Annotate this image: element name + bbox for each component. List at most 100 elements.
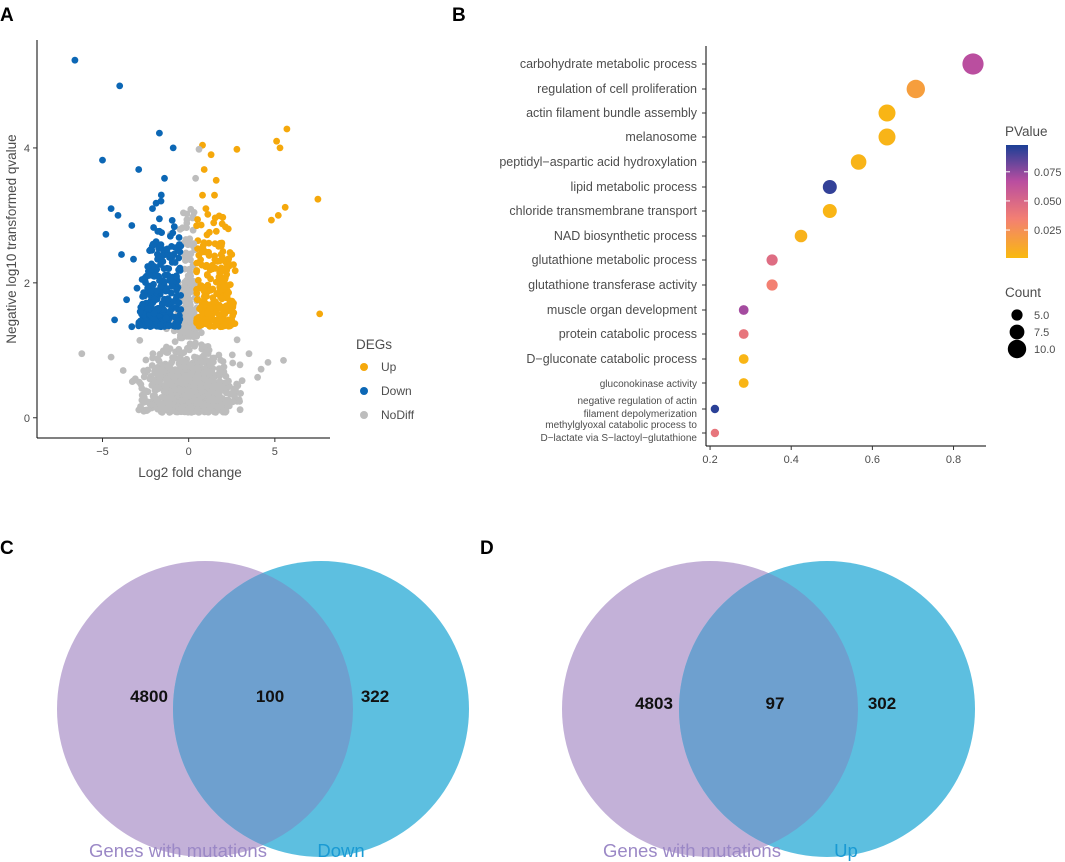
volcano-point-up — [224, 316, 232, 324]
panel-label-c: C — [0, 538, 14, 559]
volcano-point-up — [221, 310, 229, 318]
volcano-point-nodiff — [142, 387, 150, 395]
venn-left-count: 4803 — [635, 694, 673, 713]
volcano-point-down — [133, 284, 141, 292]
volcano-point-down — [171, 259, 179, 266]
go-term-label: regulation of cell proliferation — [537, 82, 697, 96]
volcano-point-up — [231, 267, 239, 275]
volcano-point-nodiff — [205, 396, 213, 404]
volcano-point-up — [216, 316, 223, 324]
volcano-point-nodiff — [236, 361, 244, 369]
volcano-point-nodiff — [217, 356, 225, 364]
volcano-point-up — [204, 309, 212, 317]
volcano-legend-title: DEGs — [356, 337, 392, 352]
volcano-point-nodiff — [180, 358, 188, 366]
volcano-point-down — [169, 229, 177, 237]
volcano-point-up — [199, 191, 206, 199]
volcano-x-tick-label: 0 — [186, 446, 192, 458]
go-y-ticks — [702, 63, 706, 434]
go-x-tick-label: 0.8 — [946, 454, 961, 466]
volcano-point-down — [175, 241, 183, 248]
volcano-point-down — [130, 255, 137, 263]
volcano-point-down — [155, 273, 163, 280]
volcano-point-nodiff — [184, 254, 191, 262]
volcano-point-nodiff — [192, 339, 199, 347]
volcano-point-up — [207, 275, 215, 283]
volcano-point-nodiff — [193, 406, 201, 414]
count-legend-label: 10.0 — [1034, 344, 1055, 356]
volcano-point-nodiff — [236, 406, 244, 414]
volcano-point-nodiff — [186, 340, 194, 348]
go-dot — [962, 53, 984, 75]
volcano-point-up — [276, 144, 284, 152]
volcano-point-down — [175, 317, 183, 325]
go-term-label: carbohydrate metabolic process — [520, 57, 697, 71]
volcano-point-nodiff — [228, 351, 236, 359]
volcano-point-nodiff — [175, 345, 183, 353]
volcano-point-up — [224, 225, 232, 233]
volcano-point-nodiff — [208, 376, 216, 384]
volcano-point-down — [156, 215, 163, 223]
volcano-point-nodiff — [159, 367, 166, 375]
volcano-point-nodiff — [119, 367, 127, 374]
volcano-point-down — [146, 247, 154, 255]
volcano-point-nodiff — [215, 390, 222, 398]
go-dot — [710, 428, 720, 438]
volcano-point-up — [200, 166, 208, 173]
volcano-point-up — [274, 212, 282, 219]
legend-nodiff-dot — [360, 411, 368, 419]
volcano-point-down — [177, 306, 185, 313]
venn-diagram-up: 4803 97 302 Genes with mutations Up — [562, 561, 975, 861]
volcano-point-up — [228, 251, 236, 258]
volcano-point-nodiff — [183, 210, 191, 218]
volcano-point-nodiff — [187, 205, 195, 213]
volcano-point-up — [273, 137, 280, 145]
volcano-point-nodiff — [157, 404, 165, 412]
volcano-point-nodiff — [136, 405, 144, 412]
volcano-point-nodiff — [171, 338, 179, 345]
volcano-point-nodiff — [174, 368, 181, 376]
volcano-point-down — [116, 82, 124, 90]
volcano-point-nodiff — [192, 376, 200, 383]
go-dot — [850, 154, 867, 170]
volcano-point-up — [218, 295, 226, 303]
venn-set-label-down: Down — [317, 840, 364, 861]
count-legend: 5.0 7.5 10.0 — [1007, 309, 1055, 359]
volcano-point-nodiff — [179, 224, 186, 232]
volcano-x-ticks: −5 0 5 — [96, 438, 278, 458]
volcano-point-up — [193, 286, 201, 294]
volcano-point-nodiff — [254, 373, 261, 381]
volcano-point-nodiff — [225, 377, 232, 385]
count-legend-label: 7.5 — [1034, 327, 1049, 339]
volcano-point-nodiff — [143, 407, 151, 414]
go-dot — [710, 404, 720, 414]
pvalue-tick-label: 0.025 — [1034, 225, 1062, 237]
volcano-point-nodiff — [264, 359, 272, 366]
volcano-point-nodiff — [206, 361, 214, 369]
volcano-point-up — [283, 125, 291, 133]
volcano-point-nodiff — [186, 306, 194, 314]
volcano-x-tick-label: −5 — [96, 446, 109, 458]
volcano-point-nodiff — [184, 272, 192, 280]
go-x-tick-label: 0.6 — [865, 454, 880, 466]
volcano-point-down — [176, 264, 184, 272]
volcano-point-nodiff — [198, 388, 206, 395]
volcano-point-nodiff — [185, 346, 193, 354]
count-legend-dot — [1009, 324, 1025, 340]
volcano-point-nodiff — [149, 354, 157, 362]
volcano-point-nodiff — [238, 377, 246, 385]
volcano-point-up — [205, 248, 213, 256]
volcano-point-down — [162, 314, 170, 322]
volcano-point-down — [147, 288, 155, 296]
volcano-point-down — [177, 292, 185, 299]
volcano-point-nodiff — [215, 369, 223, 377]
volcano-point-up — [197, 256, 205, 264]
volcano-point-up — [216, 304, 224, 312]
volcano-point-nodiff — [181, 278, 189, 286]
volcano-point-nodiff — [159, 393, 167, 401]
volcano-point-nodiff — [245, 350, 253, 358]
volcano-point-nodiff — [233, 336, 241, 344]
volcano-point-down — [123, 296, 130, 304]
volcano-point-up — [219, 255, 227, 263]
